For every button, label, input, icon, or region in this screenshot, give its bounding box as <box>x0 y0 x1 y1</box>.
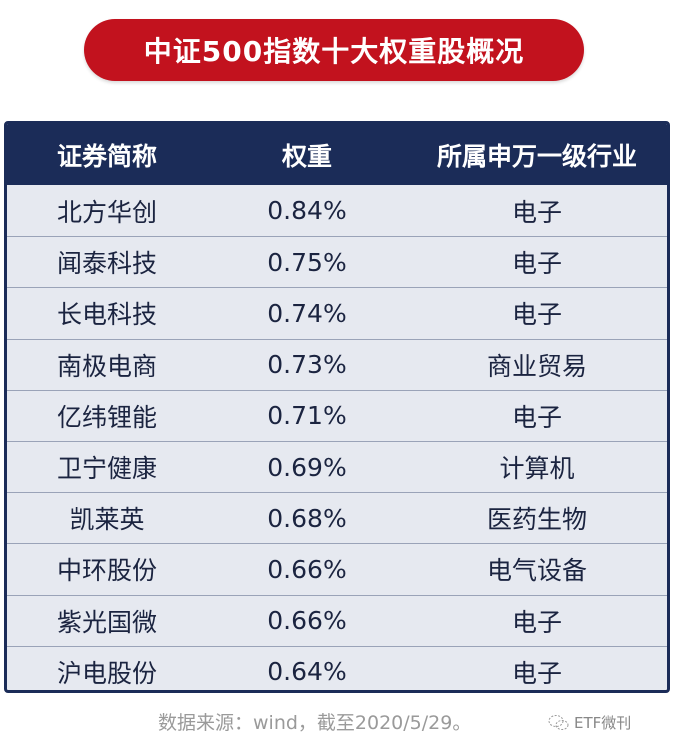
table-row: 北方华创 0.84% 电子 <box>7 185 667 236</box>
cell-weight: 0.68% <box>267 503 347 533</box>
table-row: 凯莱英 0.68% 医药生物 <box>7 492 667 543</box>
header-weight: 权重 <box>281 141 332 171</box>
wechat-icon <box>548 714 569 730</box>
cell-stock-name: 北方华创 <box>56 197 157 227</box>
cell-weight: 0.74% <box>267 298 347 328</box>
cell-industry: 电子 <box>511 300 562 330</box>
weights-table: 证券简称 权重 所属申万一级行业 北方华创 0.84% 电子 闻泰科技 0.75% 电子长… <box>4 121 670 693</box>
cell-stock-name: 亿纬锂能 <box>56 402 157 432</box>
watermark-label: ETF微刊 <box>574 714 632 732</box>
cell-industry: 电子 <box>511 658 562 688</box>
cell-stock-name: 闻泰科技 <box>56 249 157 279</box>
cell-weight: 0.73% <box>267 350 347 380</box>
cell-industry: 电子 <box>511 197 562 227</box>
data-source-note: 数据来源：wind，截至2020/5/29。 <box>158 712 472 734</box>
cell-stock-name: 紫光国微 <box>56 607 157 637</box>
cell-industry: 医药生物 <box>486 505 587 535</box>
table-row: 亿纬锂能 0.71% 电子 <box>7 389 667 441</box>
cell-stock-name: 中环股份 <box>56 556 157 586</box>
table-body: 北方华创 0.84% 电子 闻泰科技 0.75% 电子 长电科技 0.74% 电子 南极电商 0.7… <box>7 185 667 690</box>
table-header: 证券简称 权重 所属申万一级行业 <box>7 124 667 185</box>
cell-weight: 0.66% <box>267 554 347 584</box>
watermark: ETF微刊 <box>548 712 631 733</box>
table-row: 卫宁健康 0.69% 计算机 <box>7 440 667 492</box>
table-row: 中环股份 0.66% 电气设备 <box>7 543 667 594</box>
cell-weight: 0.69% <box>267 452 347 482</box>
cell-industry: 电子 <box>511 402 562 432</box>
cell-weight: 0.75% <box>267 247 347 277</box>
cell-industry: 电子 <box>511 607 562 637</box>
cell-stock-name: 沪电股份 <box>56 658 157 688</box>
cell-industry: 电气设备 <box>486 556 587 586</box>
cell-weight: 0.64% <box>267 657 347 687</box>
header-stock-name: 证券简称 <box>56 141 157 171</box>
cell-industry: 商业贸易 <box>486 351 587 381</box>
cell-weight: 0.66% <box>267 606 347 636</box>
cell-industry: 电子 <box>511 249 562 279</box>
header-industry: 所属申万一级行业 <box>436 141 637 171</box>
cell-stock-name: 凯莱英 <box>69 505 145 535</box>
table-row: 南极电商 0.73% 商业贸易 <box>7 338 667 390</box>
table-row: 闻泰科技 0.75% 电子 <box>7 236 667 287</box>
table-row: 紫光国微 0.66% 电子 <box>7 594 667 646</box>
page-title: 中证500指数十大权重股概况 <box>84 19 584 81</box>
cell-weight: 0.71% <box>267 401 347 431</box>
cell-stock-name: 长电科技 <box>56 300 157 330</box>
cell-stock-name: 南极电商 <box>56 351 157 381</box>
table-row: 长电科技 0.74% 电子 <box>7 287 667 338</box>
cell-industry: 计算机 <box>499 454 575 484</box>
table-row: 沪电股份 0.64% 电子 <box>7 645 667 690</box>
cell-stock-name: 卫宁健康 <box>56 454 157 484</box>
cell-weight: 0.84% <box>267 196 347 226</box>
